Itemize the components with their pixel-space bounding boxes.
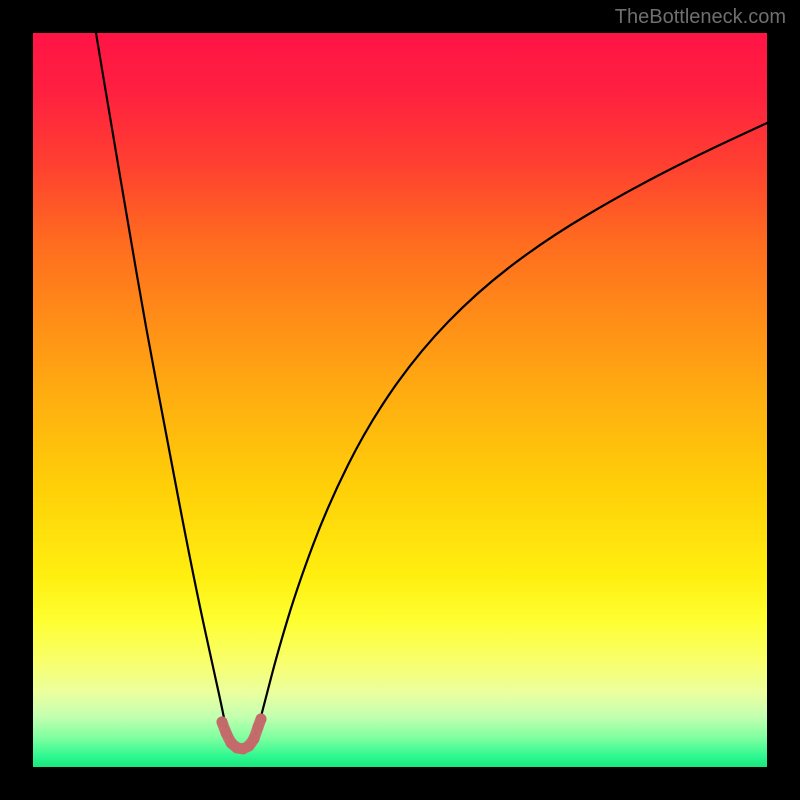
attribution-text: TheBottleneck.com (615, 6, 786, 29)
plot-area (33, 33, 767, 767)
bottleneck-curve (96, 33, 767, 745)
curve-layer (33, 33, 767, 767)
notch-markers (217, 714, 267, 755)
